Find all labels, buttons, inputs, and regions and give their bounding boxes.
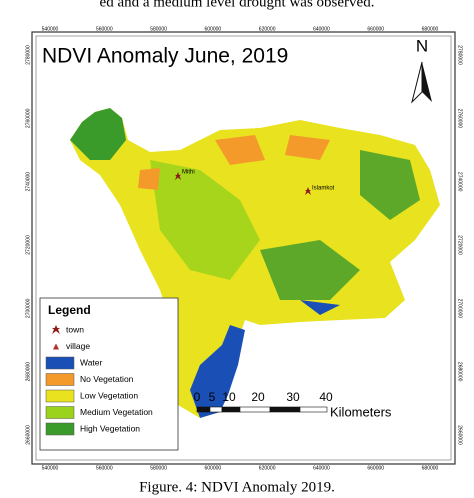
y-coordinate-label: 2700000 — [457, 299, 463, 319]
scale-label: 30 — [286, 390, 300, 404]
legend-label: Medium Vegetation — [80, 407, 153, 417]
scale-label: 10 — [222, 390, 236, 404]
legend-label: town — [66, 324, 84, 334]
legend-label: Water — [80, 357, 103, 367]
legend-symbol — [53, 343, 59, 350]
scale-unit: Kilometers — [330, 404, 392, 419]
north-label: N — [416, 36, 428, 55]
y-coordinate-label: 2740000 — [457, 172, 463, 192]
x-coordinate-label: 560000 — [96, 465, 113, 471]
x-coordinate-label: 620000 — [259, 26, 276, 32]
x-coordinate-label: 540000 — [42, 26, 59, 32]
x-coordinate-label: 600000 — [205, 26, 222, 32]
x-coordinate-label: 640000 — [313, 26, 330, 32]
x-coordinate-label: 660000 — [367, 26, 384, 32]
scale-label: 5 — [209, 390, 216, 404]
scale-segment — [299, 406, 328, 413]
map-inner-frame — [35, 35, 452, 461]
north-arrow: N — [411, 36, 432, 104]
scale-segment — [209, 406, 223, 413]
y-coordinate-label: 2660000 — [25, 425, 31, 445]
legend-label: High Vegetation — [80, 423, 140, 433]
y-coordinate-label: 2700000 — [25, 298, 31, 318]
scale-label: 0 — [194, 390, 201, 404]
scale-segment — [221, 406, 241, 413]
scale-segment — [196, 406, 211, 413]
y-coordinate-label: 2680000 — [25, 362, 31, 382]
legend-swatch — [45, 406, 75, 419]
header-text: ed and a medium level drought was observ… — [100, 0, 375, 10]
y-coordinate-label: 2720000 — [25, 235, 31, 255]
legend-swatch — [45, 389, 75, 403]
y-coordinate-label: 2780000 — [25, 45, 31, 65]
x-coordinate-label: 580000 — [150, 465, 167, 471]
scale-segment — [239, 406, 271, 413]
x-coordinate-label: 620000 — [259, 465, 276, 471]
y-coordinate-label: 2780000 — [457, 45, 463, 65]
x-coordinate-label: 680000 — [422, 465, 439, 471]
caption: Figure. 4: NDVI Anomaly 2019. — [139, 479, 335, 495]
map-title: NDVI Anomaly June, 2019 — [42, 45, 288, 68]
legend-label: Low Vegetation — [80, 390, 138, 400]
legend-title: Legend — [48, 303, 91, 317]
legend-label: village — [66, 341, 90, 351]
y-coordinate-label: 2660000 — [457, 425, 463, 445]
y-coordinate-label: 2740000 — [25, 172, 31, 192]
x-coordinate-label: 600000 — [205, 465, 222, 471]
place-label: Islamkot — [312, 186, 335, 192]
x-coordinate-label: 660000 — [367, 465, 384, 471]
y-coordinate-label: 2760000 — [25, 108, 31, 128]
x-coordinate-label: 580000 — [150, 26, 167, 32]
x-coordinate-label: 560000 — [96, 26, 113, 32]
scale-bar: 0 5 10 20 30 40 — [194, 390, 333, 413]
x-coordinate-label: 640000 — [313, 465, 330, 471]
y-coordinate-label: 2760000 — [457, 109, 463, 129]
legend-swatch — [45, 422, 75, 436]
y-coordinate-label: 2720000 — [457, 235, 463, 255]
legend-label: No Vegetation — [80, 374, 134, 384]
legend: Legend town village Water No Vegetation Low … — [39, 297, 179, 451]
scale-label: 40 — [319, 390, 333, 404]
legend-symbol — [52, 325, 60, 334]
x-coordinate-label: 680000 — [422, 26, 439, 32]
legend-swatch — [45, 373, 75, 386]
ndvi-map: Mithi Islamkot — [70, 108, 440, 418]
scale-segment — [269, 406, 301, 413]
scale-label: 20 — [251, 390, 265, 404]
legend-swatch — [45, 356, 75, 370]
place-label: Mithi — [182, 170, 195, 176]
y-coordinate-label: 2680000 — [457, 362, 463, 382]
x-coordinate-label: 540000 — [42, 465, 59, 471]
